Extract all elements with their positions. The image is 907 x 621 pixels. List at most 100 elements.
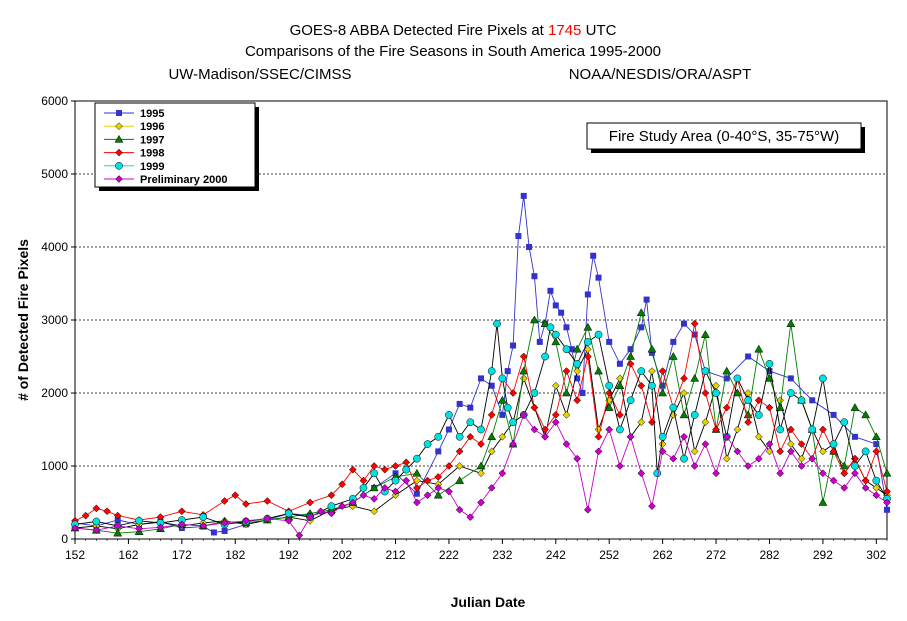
- x-tick-label-262: 262: [653, 548, 673, 562]
- data-point: [701, 440, 710, 448]
- data-point: [680, 389, 688, 397]
- x-axis-label: Julian Date: [451, 594, 526, 610]
- data-point: [626, 351, 636, 360]
- y-axis-label: # of Detected Fire Pixels: [15, 239, 31, 401]
- data-point: [701, 418, 710, 427]
- data-point: [574, 375, 581, 382]
- data-point: [840, 469, 849, 478]
- data-point: [754, 432, 763, 441]
- data-point: [776, 425, 785, 434]
- data-point: [573, 454, 582, 463]
- data-point: [573, 359, 582, 368]
- data-point: [819, 447, 827, 456]
- data-point: [669, 403, 678, 412]
- data-point: [477, 498, 485, 507]
- data-point: [829, 476, 838, 485]
- chart-title-line2: Comparisons of the Fire Seasons in South…: [245, 43, 661, 60]
- data-point: [583, 322, 593, 331]
- data-point: [829, 440, 838, 448]
- data-point: [455, 476, 465, 484]
- data-point: [477, 469, 485, 478]
- data-point: [423, 440, 432, 448]
- annotation-text: Fire Study Area (0-40°S, 35-75°W): [609, 128, 839, 145]
- series-group: [70, 192, 892, 540]
- data-point: [648, 381, 656, 390]
- title-time-accent: 1745: [548, 22, 581, 39]
- data-point: [445, 426, 452, 433]
- data-point: [413, 490, 420, 497]
- data-point: [540, 319, 550, 327]
- data-point: [579, 390, 586, 396]
- data-point: [658, 367, 667, 375]
- data-point: [263, 514, 272, 523]
- data-point: [626, 396, 635, 405]
- data-point: [861, 410, 871, 419]
- data-point: [819, 425, 827, 434]
- data-point: [690, 373, 700, 382]
- data-point: [616, 425, 624, 434]
- data-point: [754, 411, 763, 419]
- data-point: [797, 396, 806, 405]
- data-point: [583, 505, 592, 514]
- data-point: [284, 516, 293, 525]
- data-point: [595, 274, 602, 281]
- data-point: [402, 465, 411, 474]
- data-point: [547, 287, 554, 294]
- data-point: [466, 432, 475, 441]
- data-point: [316, 507, 325, 516]
- data-point: [359, 484, 368, 492]
- data-point: [487, 447, 496, 456]
- data-point: [498, 432, 507, 441]
- data-point: [487, 367, 496, 375]
- data-point: [562, 411, 571, 419]
- data-point: [338, 502, 346, 511]
- data-point: [573, 396, 582, 405]
- data-point: [733, 374, 742, 383]
- data-point: [519, 352, 528, 361]
- x-tick-label-222: 222: [439, 548, 459, 562]
- data-point: [647, 344, 657, 353]
- data-point: [648, 502, 656, 511]
- data-point: [562, 440, 571, 448]
- data-point: [220, 519, 229, 527]
- data-point: [445, 411, 453, 419]
- data-point: [786, 447, 795, 456]
- data-point: [552, 302, 559, 309]
- data-point: [370, 507, 379, 516]
- data-point: [531, 273, 538, 280]
- data-point: [541, 432, 549, 441]
- data-point: [456, 400, 463, 407]
- data-point: [616, 360, 623, 367]
- data-point: [455, 462, 464, 470]
- data-point: [327, 509, 336, 518]
- data-point: [648, 349, 655, 356]
- data-point: [572, 344, 582, 353]
- data-point: [840, 418, 849, 427]
- data-point: [626, 432, 635, 441]
- data-point: [263, 497, 272, 505]
- x-tick-label-232: 232: [492, 548, 512, 562]
- data-point: [510, 342, 517, 349]
- x-tick-label-282: 282: [759, 548, 779, 562]
- data-point: [722, 366, 732, 375]
- data-point: [680, 432, 688, 441]
- data-point: [499, 411, 506, 418]
- data-point: [638, 324, 645, 331]
- data-point: [573, 367, 582, 375]
- data-point: [306, 498, 314, 507]
- data-point: [92, 504, 101, 513]
- data-point: [594, 366, 603, 375]
- legend-label: 1999: [140, 161, 164, 173]
- data-point: [466, 513, 475, 521]
- data-point: [605, 425, 614, 434]
- data-point: [637, 367, 646, 375]
- data-point: [872, 447, 881, 456]
- data-point: [402, 476, 411, 485]
- data-point: [536, 338, 543, 345]
- data-point: [433, 490, 443, 499]
- y-tick-label-0: 0: [61, 532, 68, 546]
- data-point: [509, 389, 517, 397]
- data-point: [648, 367, 656, 375]
- data-point: [765, 403, 774, 412]
- legend-marker: [115, 161, 123, 170]
